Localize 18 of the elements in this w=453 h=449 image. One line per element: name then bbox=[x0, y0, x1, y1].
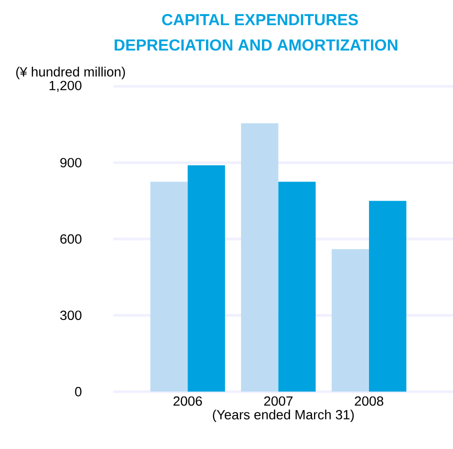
bar bbox=[150, 182, 188, 392]
chart-subtitle: DEPRECIATION AND AMORTIZATION bbox=[114, 39, 398, 51]
y-tick-label: 300 bbox=[60, 310, 82, 320]
bar bbox=[278, 182, 316, 392]
bar bbox=[332, 249, 370, 392]
bar bbox=[188, 165, 226, 392]
chart-title: CAPITAL EXPENDITURES bbox=[162, 14, 358, 26]
x-axis-title: (Years ended March 31) bbox=[212, 410, 354, 422]
x-tick-label: 2008 bbox=[354, 396, 384, 406]
bar bbox=[369, 200, 406, 392]
y-tick-label: 900 bbox=[60, 158, 82, 168]
bar bbox=[241, 123, 278, 392]
x-tick-label: 2006 bbox=[174, 396, 202, 406]
y-axis-title: (¥ hundred million) bbox=[16, 66, 125, 80]
y-tick-label: 600 bbox=[60, 234, 82, 244]
y-tick-label: 1,200 bbox=[50, 80, 82, 92]
y-tick-label: 0 bbox=[75, 386, 82, 396]
x-tick-label: 2007 bbox=[264, 396, 293, 406]
